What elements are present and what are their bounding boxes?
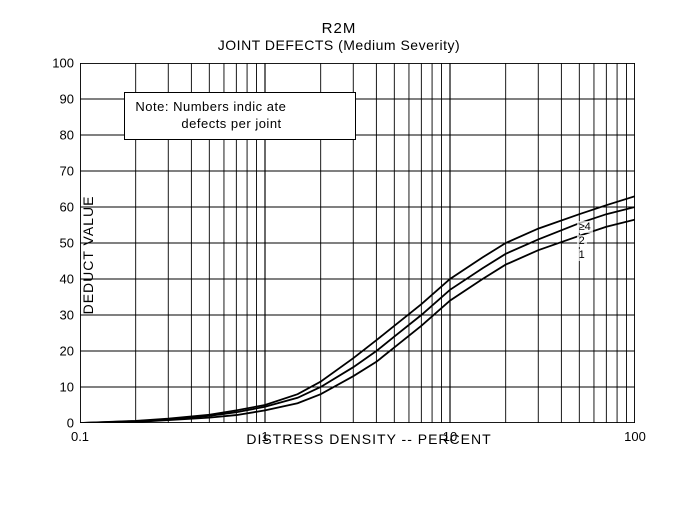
x-tick-label: 100 — [624, 429, 646, 444]
x-axis-label: DISTRESS DENSITY -- PERCENT — [80, 431, 658, 447]
series-curve — [80, 196, 635, 423]
plot-area: DEDUCT VALUE 01020304050607080901000.111… — [80, 63, 658, 447]
y-tick-label: 20 — [60, 344, 74, 359]
y-tick-label: 50 — [60, 236, 74, 251]
y-tick-label: 100 — [52, 56, 74, 71]
note-line: Note: Numbers indic ate — [135, 99, 345, 116]
x-tick-label: 1 — [261, 429, 268, 444]
note-box: Note: Numbers indic atedefects per joint — [124, 92, 356, 140]
y-tick-label: 60 — [60, 200, 74, 215]
series-curve — [80, 220, 635, 423]
y-tick-label: 80 — [60, 128, 74, 143]
chart-container: R2M JOINT DEFECTS (Medium Severity) DEDU… — [20, 20, 658, 499]
y-tick-label: 40 — [60, 272, 74, 287]
series-label: 2 — [577, 235, 587, 247]
x-tick-label: 10 — [443, 429, 457, 444]
note-line: defects per joint — [135, 116, 345, 133]
chart-title-block: R2M JOINT DEFECTS (Medium Severity) — [20, 20, 658, 53]
series-label: ≥4 — [577, 221, 593, 233]
chart-title: R2M — [20, 20, 658, 37]
y-tick-label: 10 — [60, 380, 74, 395]
y-tick-label: 30 — [60, 308, 74, 323]
series-label: 1 — [577, 249, 587, 261]
chart-subtitle: JOINT DEFECTS (Medium Severity) — [20, 37, 658, 53]
x-tick-label: 0.1 — [71, 429, 89, 444]
y-tick-label: 70 — [60, 164, 74, 179]
y-tick-label: 90 — [60, 92, 74, 107]
plot-host: 01020304050607080901000.111010012≥4Note:… — [80, 63, 635, 423]
